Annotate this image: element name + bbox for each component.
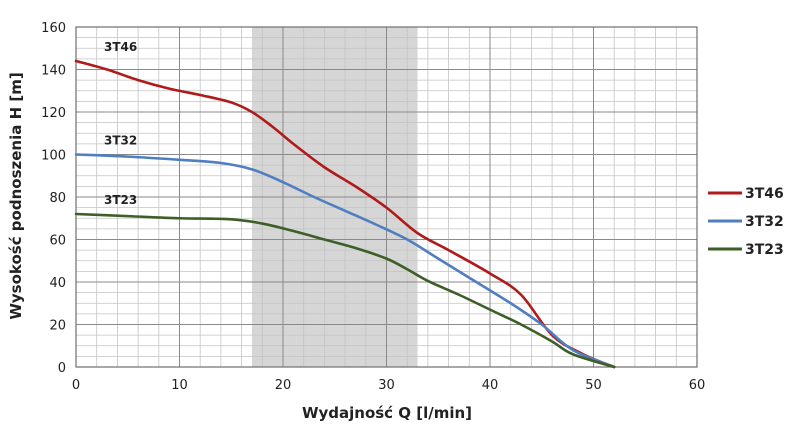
y-tick-label: 140 (41, 64, 66, 79)
x-tick-label: 40 (482, 378, 499, 393)
y-tick-label: 80 (49, 191, 66, 206)
y-tick-label: 40 (49, 276, 66, 291)
series-line-3t32 (74, 153, 616, 369)
y-tick-label: 160 (41, 21, 66, 36)
tick-labels: 0 10 20 30 40 50 60 0 20 40 60 80 100 120 140 160 (41, 21, 705, 393)
x-tick-label: 20 (275, 378, 292, 393)
x-axis-title: Wydajność Q [l/min] (302, 404, 472, 422)
series-label-3t32: 3T32 (104, 134, 137, 148)
grid (75, 26, 698, 368)
series-lines (74, 59, 616, 369)
series-label-3t46: 3T46 (104, 40, 137, 54)
y-tick-label: 100 (41, 149, 66, 164)
plot-frame (75, 26, 698, 368)
x-tick-label: 30 (378, 378, 395, 393)
y-tick-label: 0 (58, 361, 66, 376)
legend-label-3t46: 3T46 (745, 186, 784, 202)
series-line-3t23 (74, 212, 616, 369)
series-label-3t23: 3T23 (104, 193, 137, 207)
y-axis-title: Wysokość podnoszenia H [m] (7, 72, 25, 319)
x-tick-label: 10 (171, 378, 188, 393)
y-tick-label: 60 (49, 234, 66, 249)
legend-label-3t23: 3T23 (745, 242, 784, 258)
x-tick-label: 50 (585, 378, 602, 393)
y-tick-label: 20 (49, 319, 66, 334)
series-labels: 3T46 3T32 3T23 (104, 40, 137, 207)
legend-label-3t32: 3T32 (745, 214, 784, 230)
x-tick-label: 60 (689, 378, 706, 393)
y-tick-label: 120 (41, 106, 66, 121)
x-tick-label: 0 (72, 378, 80, 393)
series-line-3t46 (74, 59, 616, 369)
legend: 3T46 3T32 3T23 (708, 186, 784, 258)
